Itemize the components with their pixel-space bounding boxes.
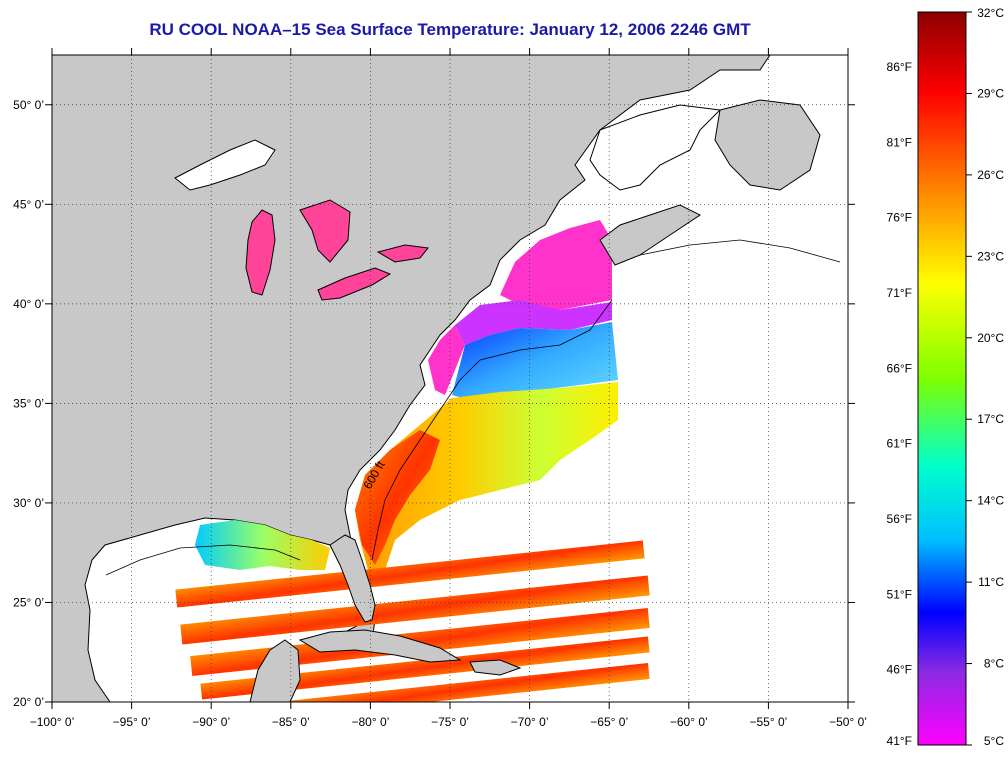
lat-tick-label: 40° 0’ [13,297,44,311]
lake-michigan [245,209,276,296]
lon-tick-label: −95° 0’ [113,715,151,729]
colorbar-celsius-label: 26°C [977,168,1004,182]
colorbar-fahrenheit-label: 81°F [887,135,912,149]
nova-scotia [599,204,701,266]
colorbar-fahrenheit-label: 71°F [887,286,912,300]
lon-tick-label: −55° 0’ [749,715,787,729]
lake-superior [174,139,276,191]
map-title: RU COOL NOAA–15 Sea Surface Temperature:… [149,20,751,39]
florida [329,534,376,623]
colorbar-fahrenheit-label: 41°F [887,734,912,748]
lake-huron [299,199,351,263]
lon-tick-label: −70° 0’ [511,715,549,729]
colorbar-fahrenheit-label: 46°F [887,663,912,677]
sst-mid-atlantic-shelf [455,300,612,345]
colorbar-fahrenheit-label: 76°F [887,211,912,225]
lat-tick-label: 45° 0’ [13,197,44,211]
colorbar-fahrenheit-label: 66°F [887,361,912,375]
graticule [52,55,848,702]
sst-nj-coast [428,325,465,395]
lon-tick-label: −80° 0’ [351,715,389,729]
yucatan [249,639,301,702]
lat-tick-label: 50° 0’ [13,98,44,112]
sst-shelf-blue [452,322,618,400]
colorbar-gradient [917,11,967,746]
sst-northern-gulf [195,520,330,570]
colorbar-fahrenheit-label: 61°F [887,437,912,451]
lon-tick-label: −60° 0’ [670,715,708,729]
colorbar-celsius-label: 23°C [977,249,1004,263]
lat-tick-label: 35° 0’ [13,396,44,410]
lon-tick-label: −50° 0’ [829,715,867,729]
map-axes: −100° 0’ −95° 0’ −90° 0’ −85° 0’ −80° 0’ −75°… [13,48,867,729]
colorbar-celsius-label: 32°C [977,6,1004,20]
lat-tick-label: 20° 0’ [13,695,44,709]
lake-erie [317,267,392,301]
hispaniola [469,659,522,676]
colorbar-fahrenheit-label: 56°F [887,512,912,526]
colorbar-celsius-label: 20°C [977,331,1004,345]
colorbar-celsius-label: 14°C [977,494,1004,508]
lon-tick-label: −85° 0’ [272,715,310,729]
colorbar-labels: 32°C 29°C 26°C 23°C 20°C 17°C 14°C 11°C 8°C 5°C 86… [887,6,1005,748]
sst-gulf-of-maine [500,220,612,310]
lat-tick-label: 25° 0’ [13,595,44,609]
colorbar-celsius-label: 11°C [978,575,1004,589]
lon-tick-label: −90° 0’ [192,715,230,729]
cuba [298,629,462,663]
colorbar-celsius-label: 5°C [984,734,1004,748]
lon-tick-label: −75° 0’ [431,715,469,729]
colorbar-fahrenheit-label: 86°F [887,60,912,74]
gulf-st-lawrence [589,104,722,191]
colorbar-celsius-label: 29°C [977,86,1004,100]
newfoundland [714,99,821,191]
sst-southeast [355,430,440,565]
lon-tick-label: −65° 0’ [590,715,628,729]
lon-tick-label: −100° 0’ [30,715,75,729]
lake-ontario [376,244,429,263]
colorbar-celsius-label: 8°C [984,657,1004,671]
colorbar-fahrenheit-label: 51°F [887,587,912,601]
lat-tick-label: 30° 0’ [13,496,44,510]
colorbar-celsius-label: 17°C [977,412,1004,426]
